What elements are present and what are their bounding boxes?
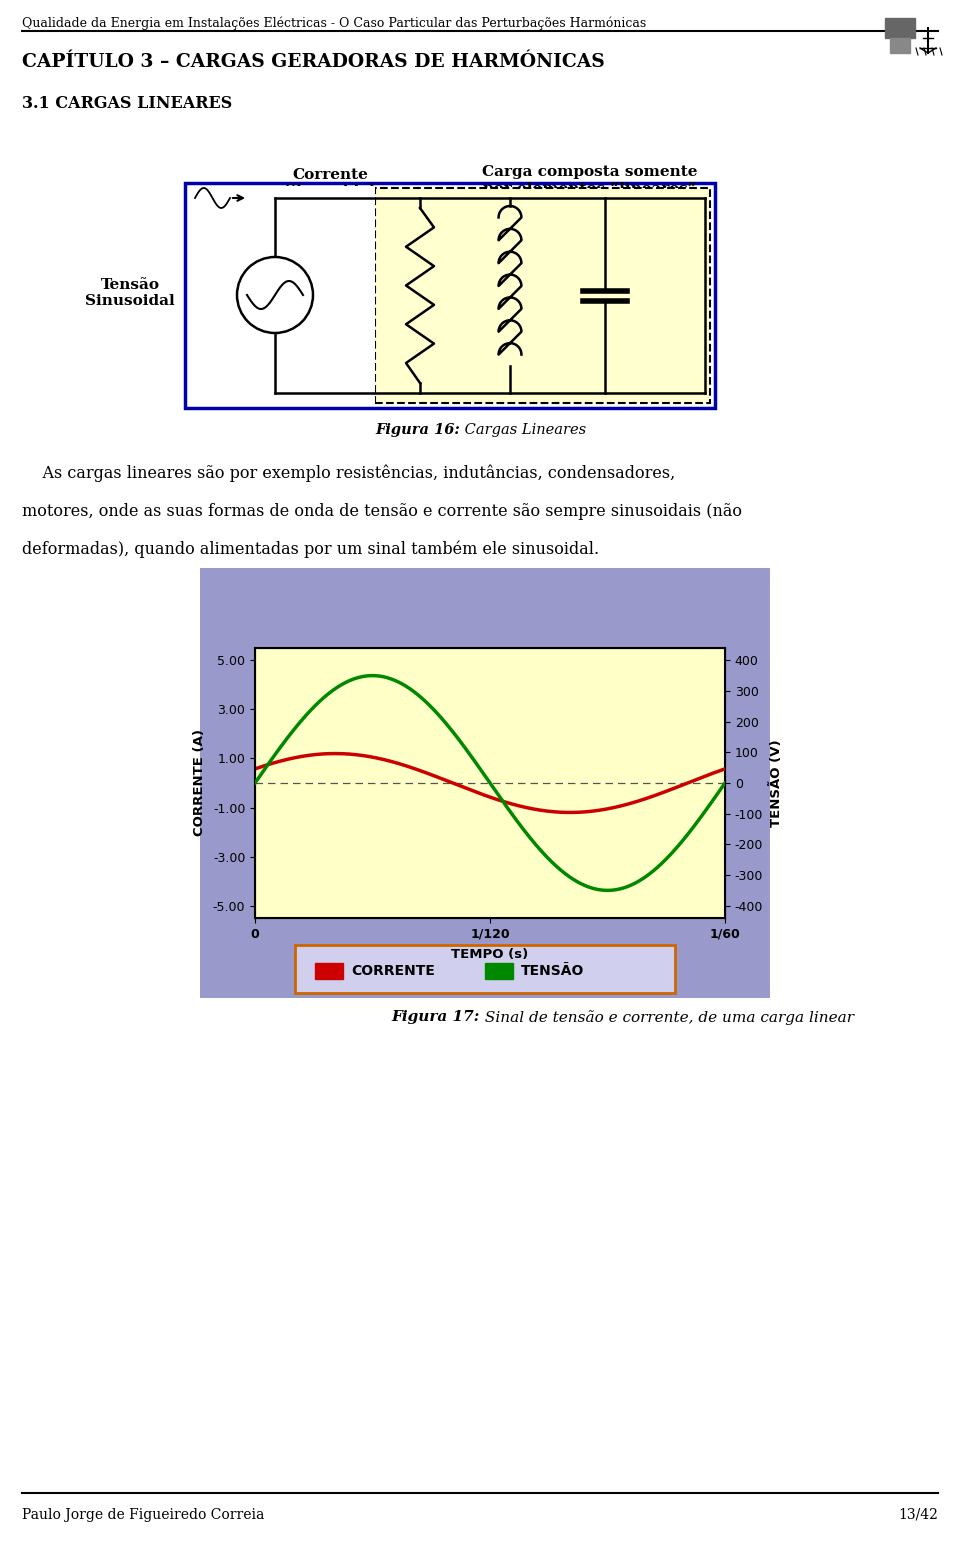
Bar <box>315 963 343 978</box>
Bar <box>485 963 513 978</box>
Text: TENSÃO: TENSÃO <box>521 964 585 978</box>
Text: Cargas Lineares: Cargas Lineares <box>460 424 587 438</box>
X-axis label: TEMPO (s): TEMPO (s) <box>451 947 529 961</box>
Text: CAPÍTULO 3 – CARGAS GERADORAS DE HARMÓNICAS: CAPÍTULO 3 – CARGAS GERADORAS DE HARMÓNI… <box>22 53 605 70</box>
Text: Tensão
Sinusoidal: Tensão Sinusoidal <box>85 278 175 308</box>
Bar <box>885 19 915 38</box>
Bar <box>200 567 770 999</box>
Y-axis label: TENSÃO (V): TENSÃO (V) <box>770 739 783 827</box>
Text: Figura 16:: Figura 16: <box>375 424 460 438</box>
Text: Qualidade da Energia em Instalações Eléctricas - O Caso Particular das Perturbaç: Qualidade da Energia em Instalações Eléc… <box>22 16 646 30</box>
Text: CORRENTE: CORRENTE <box>351 964 435 978</box>
Text: Carga composta somente
por elementos “lineares”: Carga composta somente por elementos “li… <box>482 166 698 195</box>
Text: 3.1 CARGAS LINEARES: 3.1 CARGAS LINEARES <box>22 95 232 113</box>
Circle shape <box>237 256 313 333</box>
Text: Figura 17:: Figura 17: <box>392 1010 480 1024</box>
Text: As cargas lineares são por exemplo resistências, indutâncias, condensadores,: As cargas lineares são por exemplo resis… <box>22 466 675 483</box>
Bar <box>890 38 910 53</box>
Bar <box>185 183 715 408</box>
Bar <box>188 186 375 405</box>
Bar <box>295 946 675 993</box>
Text: Sinal de tensão e corrente, de uma carga linear: Sinal de tensão e corrente, de uma carga… <box>480 1010 854 1025</box>
Text: Paulo Jorge de Figueiredo Correia: Paulo Jorge de Figueiredo Correia <box>22 1508 264 1522</box>
Text: 13/42: 13/42 <box>899 1508 938 1522</box>
Text: deformadas), quando alimentadas por um sinal também ele sinusoidal.: deformadas), quando alimentadas por um s… <box>22 541 599 558</box>
Text: Corrente
Sinusoidal: Corrente Sinusoidal <box>285 167 374 199</box>
Bar <box>375 188 710 403</box>
Y-axis label: CORRENTE (A): CORRENTE (A) <box>193 730 205 836</box>
Text: motores, onde as suas formas de onda de tensão e corrente são sempre sinusoidais: motores, onde as suas formas de onda de … <box>22 503 742 520</box>
